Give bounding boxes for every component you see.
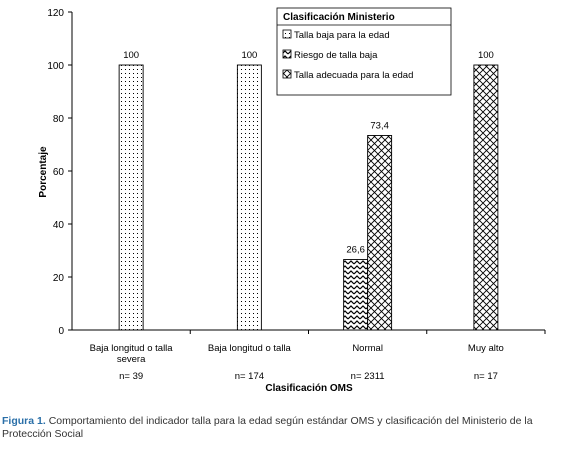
y-tick-label: 60 — [53, 167, 65, 178]
x-count-label: n= 174 — [235, 371, 264, 382]
figure-caption-text: Comportamiento del indicador talla para … — [2, 415, 533, 440]
y-tick-label: 80 — [53, 114, 65, 125]
x-tick-label: Muy alto — [468, 343, 504, 354]
legend-items: Talla baja para la edad Riesgo de talla b… — [282, 29, 413, 81]
bar-value-label: 26,6 — [346, 245, 365, 256]
x-count-label: n= 39 — [119, 371, 143, 382]
legend-item-label: Talla baja para la edad — [294, 30, 390, 41]
x-tick-labels: Baja longitud o talla severa n= 39 Baja lon… — [90, 330, 546, 382]
legend-box — [276, 7, 452, 96]
x-tick-label: Baja longitud o talla severa — [90, 343, 174, 365]
x-tick-label: Baja longitud o talla — [208, 343, 292, 354]
legend-swatch-dots — [282, 29, 292, 39]
legend-item-label: Riesgo de talla baja — [294, 50, 378, 61]
bar-value-label: 73,4 — [370, 120, 389, 131]
x-count-label: n= 2311 — [351, 371, 385, 382]
figure-label: Figura 1. — [2, 415, 46, 427]
bar-value-label: 100 — [241, 50, 257, 61]
legend-item-label: Talla adecuada para la edad — [294, 70, 413, 81]
bar-value-labels: 100 100 26,6 73,4 100 — [123, 50, 494, 256]
bar-zigzag — [343, 259, 369, 331]
y-ticks: 0 20 40 60 80 100 120 — [47, 8, 72, 337]
y-tick-label: 100 — [47, 61, 64, 72]
bar-dots — [118, 64, 144, 331]
bar-value-label: 100 — [478, 50, 494, 61]
x-count-label: n= 17 — [474, 371, 498, 382]
y-tick-label: 120 — [47, 8, 64, 19]
legend: Clasificación Ministerio Talla baja para… — [276, 7, 452, 96]
x-tick-label: Normal — [352, 343, 383, 354]
y-tick-label: 40 — [53, 220, 65, 231]
y-axis-title: Porcentaje — [38, 146, 49, 198]
bar-value-label: 100 — [123, 50, 139, 61]
bar-diamond — [473, 64, 499, 331]
legend-title: Clasificación Ministerio — [283, 12, 395, 23]
legend-swatch-zigzag — [282, 49, 292, 59]
x-axis-title: Clasificación OMS — [265, 383, 353, 394]
legend-swatch-diamond — [282, 69, 292, 79]
bars — [118, 64, 499, 331]
y-tick-label: 20 — [53, 273, 65, 284]
y-tick-label: 0 — [58, 326, 64, 337]
bar-chart: 0 20 40 60 80 100 120 Baja longitud o talla sev… — [38, 7, 546, 394]
bar-diamond — [367, 135, 393, 331]
bar-dots — [236, 64, 262, 331]
figure-caption: Figura 1. Comportamiento del indicador t… — [2, 415, 562, 441]
